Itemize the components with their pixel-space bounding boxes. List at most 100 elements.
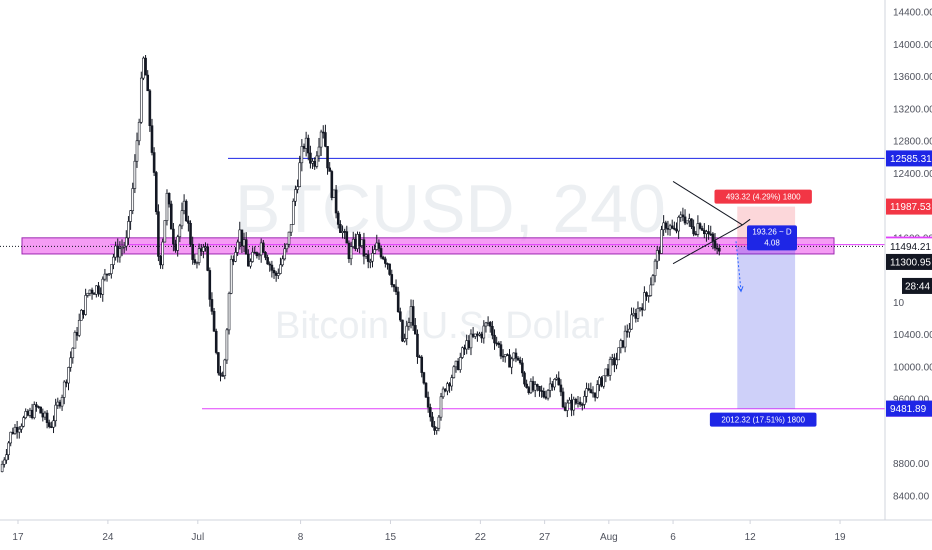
candle-body xyxy=(439,396,443,418)
candle-body xyxy=(99,293,102,295)
candle-body xyxy=(97,285,100,294)
candle-body xyxy=(62,381,66,398)
candle-body xyxy=(135,140,139,162)
candle-body xyxy=(467,340,471,349)
candle-body xyxy=(354,238,357,249)
candle-body xyxy=(707,231,710,235)
candle-body xyxy=(75,332,79,336)
candle-body xyxy=(497,342,501,345)
candle-body xyxy=(281,258,284,266)
candle-body xyxy=(217,352,220,374)
center-label-box xyxy=(747,225,797,251)
candle-body xyxy=(116,245,120,258)
candle-body xyxy=(503,354,507,357)
candle-body xyxy=(324,132,327,147)
tag-stop-box xyxy=(886,198,932,215)
candle-body xyxy=(356,234,359,249)
candle-body xyxy=(480,333,483,339)
candle-body xyxy=(471,333,475,337)
candle-body xyxy=(381,256,385,260)
candle-body xyxy=(103,273,107,280)
candle-body xyxy=(90,289,94,294)
candle-body xyxy=(7,442,10,456)
candle-body xyxy=(313,161,316,167)
candle-body xyxy=(9,431,13,444)
candle-body xyxy=(125,237,128,247)
candle-body xyxy=(30,409,34,419)
candle-body xyxy=(47,422,51,427)
center-label: 193.26 ~ D xyxy=(752,227,792,236)
candle-body xyxy=(219,372,222,376)
candle-body xyxy=(182,200,186,211)
candle-body xyxy=(677,216,680,232)
candle-body xyxy=(394,286,398,293)
candle-body xyxy=(473,333,477,337)
candle-body xyxy=(107,273,111,275)
risk-label: 493.32 (4.29%) 1800 xyxy=(726,193,801,202)
candle-body xyxy=(403,338,406,342)
candle-body xyxy=(161,241,164,266)
candle-body xyxy=(617,347,620,361)
candle-body xyxy=(326,146,329,169)
tag-entry-box xyxy=(886,238,932,255)
candle-body xyxy=(236,241,239,253)
candle-body xyxy=(551,383,554,388)
candle-body xyxy=(692,226,695,235)
candle-body xyxy=(454,360,458,368)
candle-body xyxy=(152,152,156,173)
tag-resistance: 12585.31 xyxy=(890,154,932,165)
candle-body xyxy=(298,162,302,187)
candle-body xyxy=(317,146,321,157)
x-tick-label: 12 xyxy=(745,532,757,543)
candle-body xyxy=(675,228,678,232)
candle-body xyxy=(255,252,259,257)
candle-body xyxy=(469,333,473,349)
candle-body xyxy=(328,167,331,172)
candle-body xyxy=(73,332,77,349)
candle-body xyxy=(67,367,70,384)
candle-body xyxy=(426,396,430,408)
x-tick-label: 6 xyxy=(670,532,676,543)
candle-body xyxy=(184,200,188,222)
candle-body xyxy=(688,218,691,222)
candle-body xyxy=(339,224,342,233)
countdown-box xyxy=(902,277,932,294)
x-tick-label: 15 xyxy=(385,532,397,543)
x-tick-label: 22 xyxy=(475,532,487,543)
candle-body xyxy=(658,250,661,254)
candle-body xyxy=(649,284,653,296)
watermark-symbol: BTCUSD, 240 xyxy=(235,171,666,247)
candle-body xyxy=(148,90,152,127)
tag-target-box xyxy=(886,400,932,417)
y-tick-label: 10000.00 xyxy=(893,362,932,373)
candle-body xyxy=(463,347,466,350)
candle-body xyxy=(608,359,612,376)
candle-body xyxy=(50,426,53,428)
candle-body xyxy=(223,359,227,376)
candle-body xyxy=(540,390,543,392)
candle-body xyxy=(330,171,334,198)
watermark-name: Bitcoin / U.S. Dollar xyxy=(275,305,605,347)
candle-body xyxy=(501,355,505,358)
candle-body xyxy=(142,57,145,79)
candle-body xyxy=(377,242,381,249)
candle-body xyxy=(407,322,411,327)
candle-body xyxy=(159,256,162,266)
tag-last-price: 11300.95 xyxy=(890,257,931,268)
x-tick-label: 27 xyxy=(539,532,551,543)
candle-body xyxy=(431,416,434,427)
candle-body xyxy=(446,383,449,392)
candle-body xyxy=(401,319,404,342)
candle-body xyxy=(202,246,205,252)
candle-body xyxy=(371,252,374,262)
candle-body xyxy=(414,325,417,335)
candle-body xyxy=(683,216,687,224)
candle-body xyxy=(304,137,308,149)
candle-body xyxy=(375,242,379,250)
candle-body xyxy=(127,221,130,239)
candle-body xyxy=(69,357,72,368)
candle-body xyxy=(242,239,246,247)
tag-entry: 11494.21 xyxy=(890,242,931,253)
candle-body xyxy=(287,231,291,245)
